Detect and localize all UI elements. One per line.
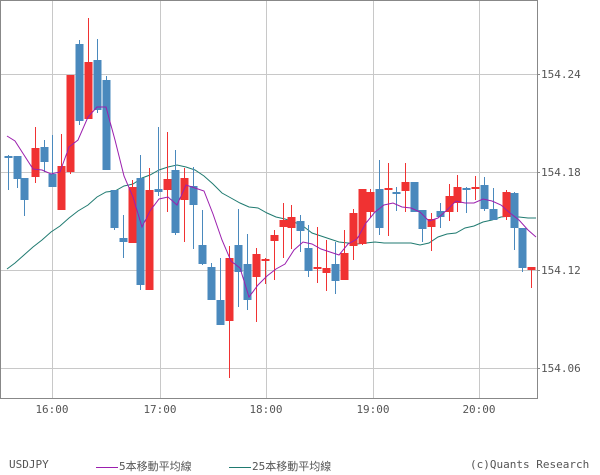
legend-symbol: USDJPY: [9, 458, 49, 471]
x-tick-label: 18:00: [249, 403, 282, 416]
x-axis-labels: 16:00 17:00 18:00 19:00 20:00: [35, 403, 495, 416]
copyright-label: (c)Quants Research: [470, 458, 590, 471]
y-axis-labels: 154.24 154.18 154.12 154.06: [537, 68, 581, 375]
y-tick-label: 154.24: [541, 68, 581, 81]
x-tick-label: 19:00: [356, 403, 389, 416]
x-tick-label: 16:00: [35, 403, 68, 416]
copyright: (c)Quants Research: [470, 458, 589, 471]
ma5-line: [6, 106, 537, 299]
ma25-line: [6, 164, 536, 270]
y-tick-label: 154.06: [541, 362, 581, 375]
legend-ma25: 25本移動平均線: [229, 458, 331, 474]
ma25-label: 25本移動平均線: [252, 460, 332, 473]
x-tick-label: 20:00: [462, 403, 495, 416]
symbol-label: USDJPY: [9, 458, 49, 471]
candles: [4, 18, 536, 378]
gridlines: [1, 1, 537, 398]
x-tick-label: 17:00: [143, 403, 176, 416]
y-tick-label: 154.12: [541, 264, 581, 277]
legend-ma5: 5本移動平均線: [96, 458, 192, 474]
ma5-swatch-icon: [96, 466, 118, 468]
candlestick-chart: 154.24 154.18 154.12 154.06 16:00 17:00 18:00…: [0, 0, 581, 416]
ma25-swatch-icon: [229, 466, 251, 468]
ma5-label: 5本移動平均線: [119, 460, 192, 473]
plot-frame: [0, 0, 538, 399]
y-tick-label: 154.18: [541, 166, 581, 179]
